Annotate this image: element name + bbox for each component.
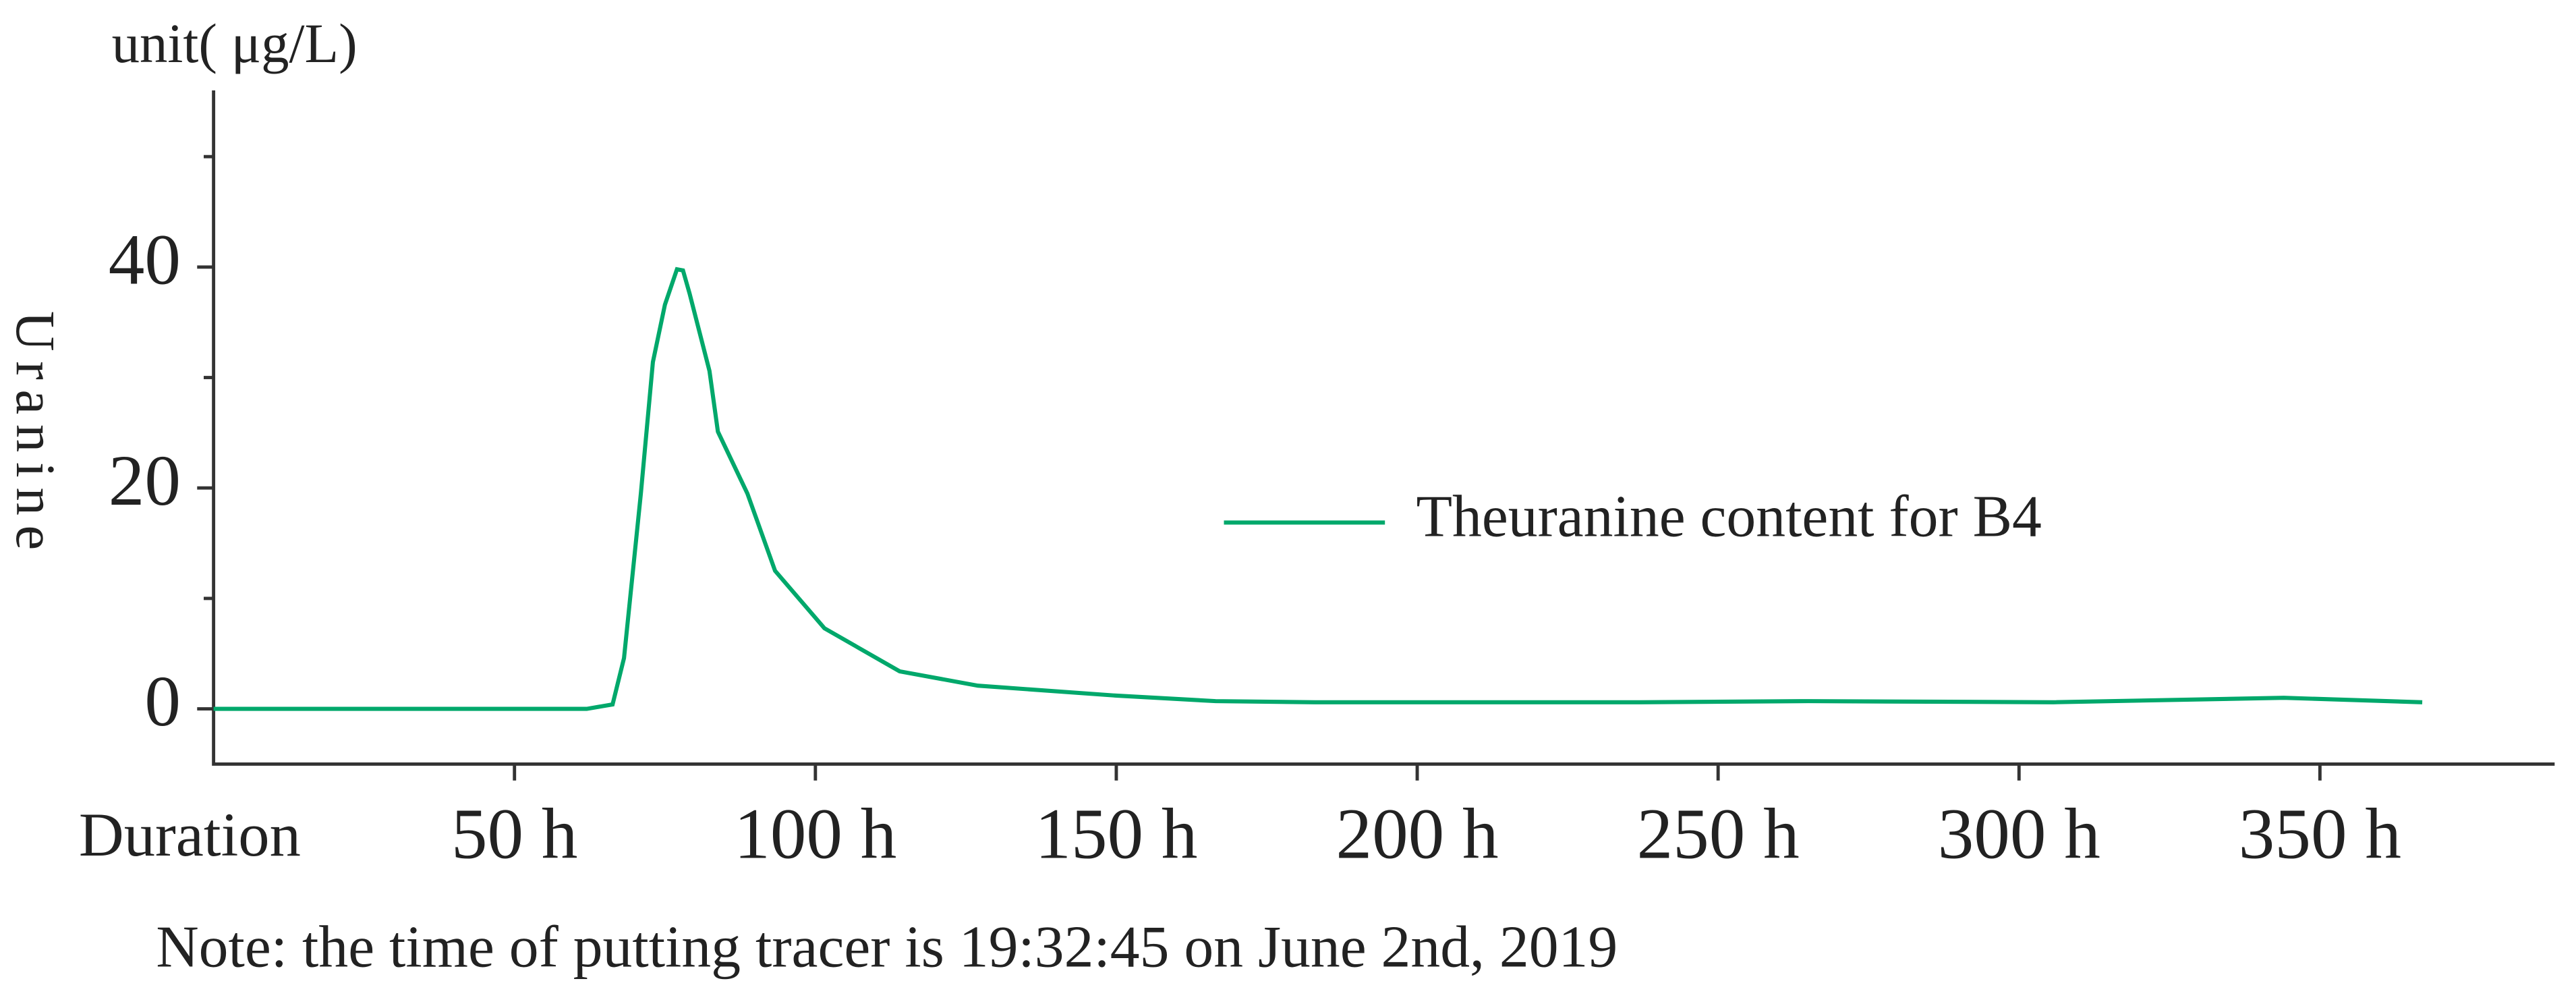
x-axis-label: Duration	[79, 801, 301, 870]
x-tick-label: 50 h	[451, 794, 578, 874]
data-line	[213, 267, 2423, 711]
x-tick-label: 350 h	[2239, 794, 2401, 874]
x-tick-label: 100 h	[734, 794, 896, 874]
x-tick-label: 300 h	[1938, 794, 2100, 874]
unit-label: unit( μg/L)	[112, 12, 357, 74]
y-tick-label: 20	[109, 441, 181, 521]
axes	[212, 90, 2555, 766]
y-tick-label: 40	[109, 220, 181, 300]
legend-label: Theuranine content for B4	[1416, 484, 2041, 549]
x-tick-label: 150 h	[1035, 794, 1197, 874]
note: Note: the time of putting tracer is 19:3…	[156, 914, 1618, 980]
y-tick-label: 0	[144, 662, 181, 742]
x-tick-label: 200 h	[1336, 794, 1498, 874]
x-tick-label: 250 h	[1637, 794, 1800, 874]
y-axis-label: Uranine	[5, 311, 67, 560]
